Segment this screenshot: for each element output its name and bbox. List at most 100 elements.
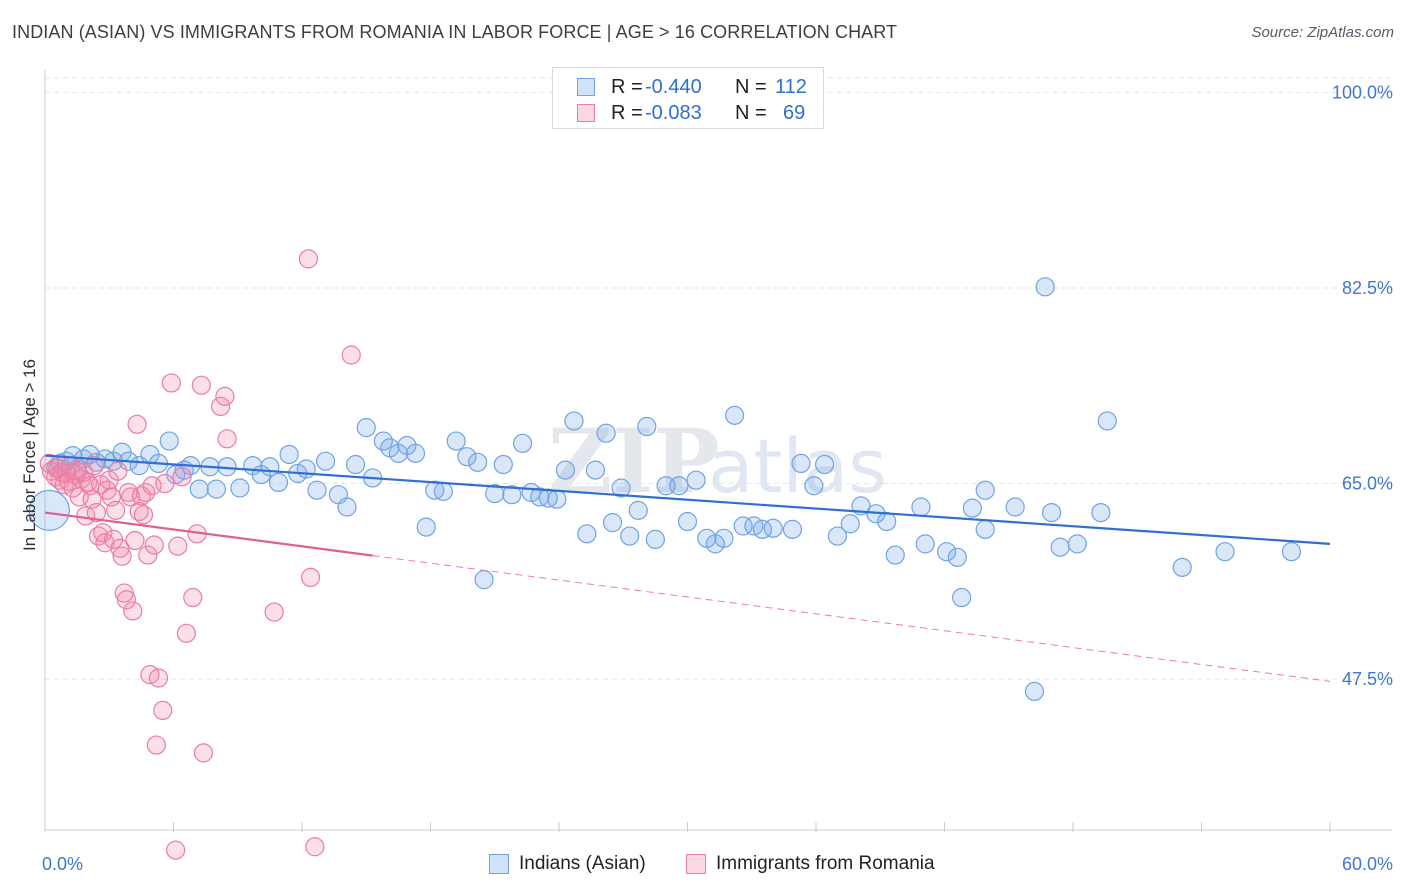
indians-point [952,587,972,608]
legend-n-label: N = [735,102,767,124]
indians-point [611,478,631,498]
indians-trend-line [44,454,1331,545]
indians-point [279,444,299,465]
romania-point [298,249,319,269]
romania-point [183,587,203,608]
indians-point [1067,534,1087,554]
indians-point [307,480,327,500]
indians-point [1005,497,1025,517]
y-tick-label: 100.0% [1332,82,1393,102]
indians-point [1281,542,1302,562]
indians-point [602,513,623,533]
indians-point [230,478,250,498]
correlation-legend: R = -0.440 N = 112 R = -0.083 N = 69 [552,67,824,129]
y-tick-label: 47.5% [1342,669,1393,689]
indians-point [446,431,466,451]
indians-point [975,480,995,500]
romania-point [193,743,214,763]
romania-point [191,375,211,395]
indians-point [28,489,70,531]
romania-point [116,590,136,610]
indians-point [493,454,513,475]
x-tick-label-max: 60.0% [1342,854,1393,874]
romania-point [148,668,169,688]
indians-point [814,454,835,475]
indians-point [733,516,753,536]
romania-point [264,602,284,622]
indians-point [791,453,811,474]
indians-point [937,542,957,562]
romania-point [176,623,196,643]
source-label: Source: ZipAtlas.com [1251,24,1394,41]
indians-point [512,433,533,453]
indians-point [555,460,576,480]
romania-point [305,837,325,857]
romania-point [166,840,186,860]
indians-point [457,447,477,467]
romania-point [217,429,237,449]
indians-point [315,451,336,471]
indians-point [296,459,316,479]
y-tick-label: 82.5% [1342,278,1393,298]
indians-point [677,511,698,532]
indians-point [502,485,522,505]
indians-point [1024,681,1045,702]
indians-point [268,472,289,493]
points [28,249,1302,860]
romania-point [106,500,126,520]
indians-point [686,470,706,490]
indians-point [405,443,426,463]
indians-point [975,519,995,539]
axis-labels: 47.5% 65.0% 82.5% 100.0% 0.0% 60.0% In Labor F… [20,82,1393,874]
indians-point [206,479,226,499]
romania-point [127,414,147,434]
romania-trend-line [44,511,373,557]
legend-n-value: 69 [783,102,806,124]
x-tick-label-min: 0.0% [42,854,83,874]
indians-point [645,529,665,550]
indians-point [911,497,931,517]
legend-swatch-blue [577,78,595,96]
indians-point [564,411,584,431]
legend-r-value: -0.083 [645,102,702,124]
romania-point [341,345,361,365]
romania-point [110,538,130,558]
indians-point [637,416,657,437]
indians-point [885,545,905,565]
indians-point [1215,542,1235,562]
romania-point [168,536,188,556]
indians-point [159,431,179,451]
indians-point [547,489,567,509]
indians-point [1041,502,1062,523]
indians-point [763,518,783,538]
legend-n-value: 112 [775,76,807,98]
watermark-atlas: atlas [708,424,887,510]
legend-swatch-pink [577,104,595,122]
indians-point [915,534,935,554]
indians-point [337,497,357,517]
romania-point [161,373,181,393]
indians-point [1091,502,1111,523]
indians-point [485,483,505,504]
indians-point [260,457,280,477]
indians-point [1050,537,1070,557]
trend-lines [44,454,1331,682]
indians-point [620,526,640,546]
indians-point [1172,557,1192,577]
indians-point [596,423,616,443]
gridlines [45,77,1392,680]
romania-point [121,487,141,507]
indians-point [1097,411,1117,431]
indians-point [725,405,745,425]
indians-point [840,514,860,534]
legend-r-value: -0.440 [645,76,702,98]
indians-point [585,460,606,480]
romania-point [108,461,128,481]
romania-point [84,456,104,476]
legend-r-label: R = [611,102,643,124]
series-swatch-pink [686,854,706,874]
romania-point [112,546,132,566]
romania-point [86,502,107,523]
indians-point [468,452,488,472]
indians-point [752,519,773,539]
